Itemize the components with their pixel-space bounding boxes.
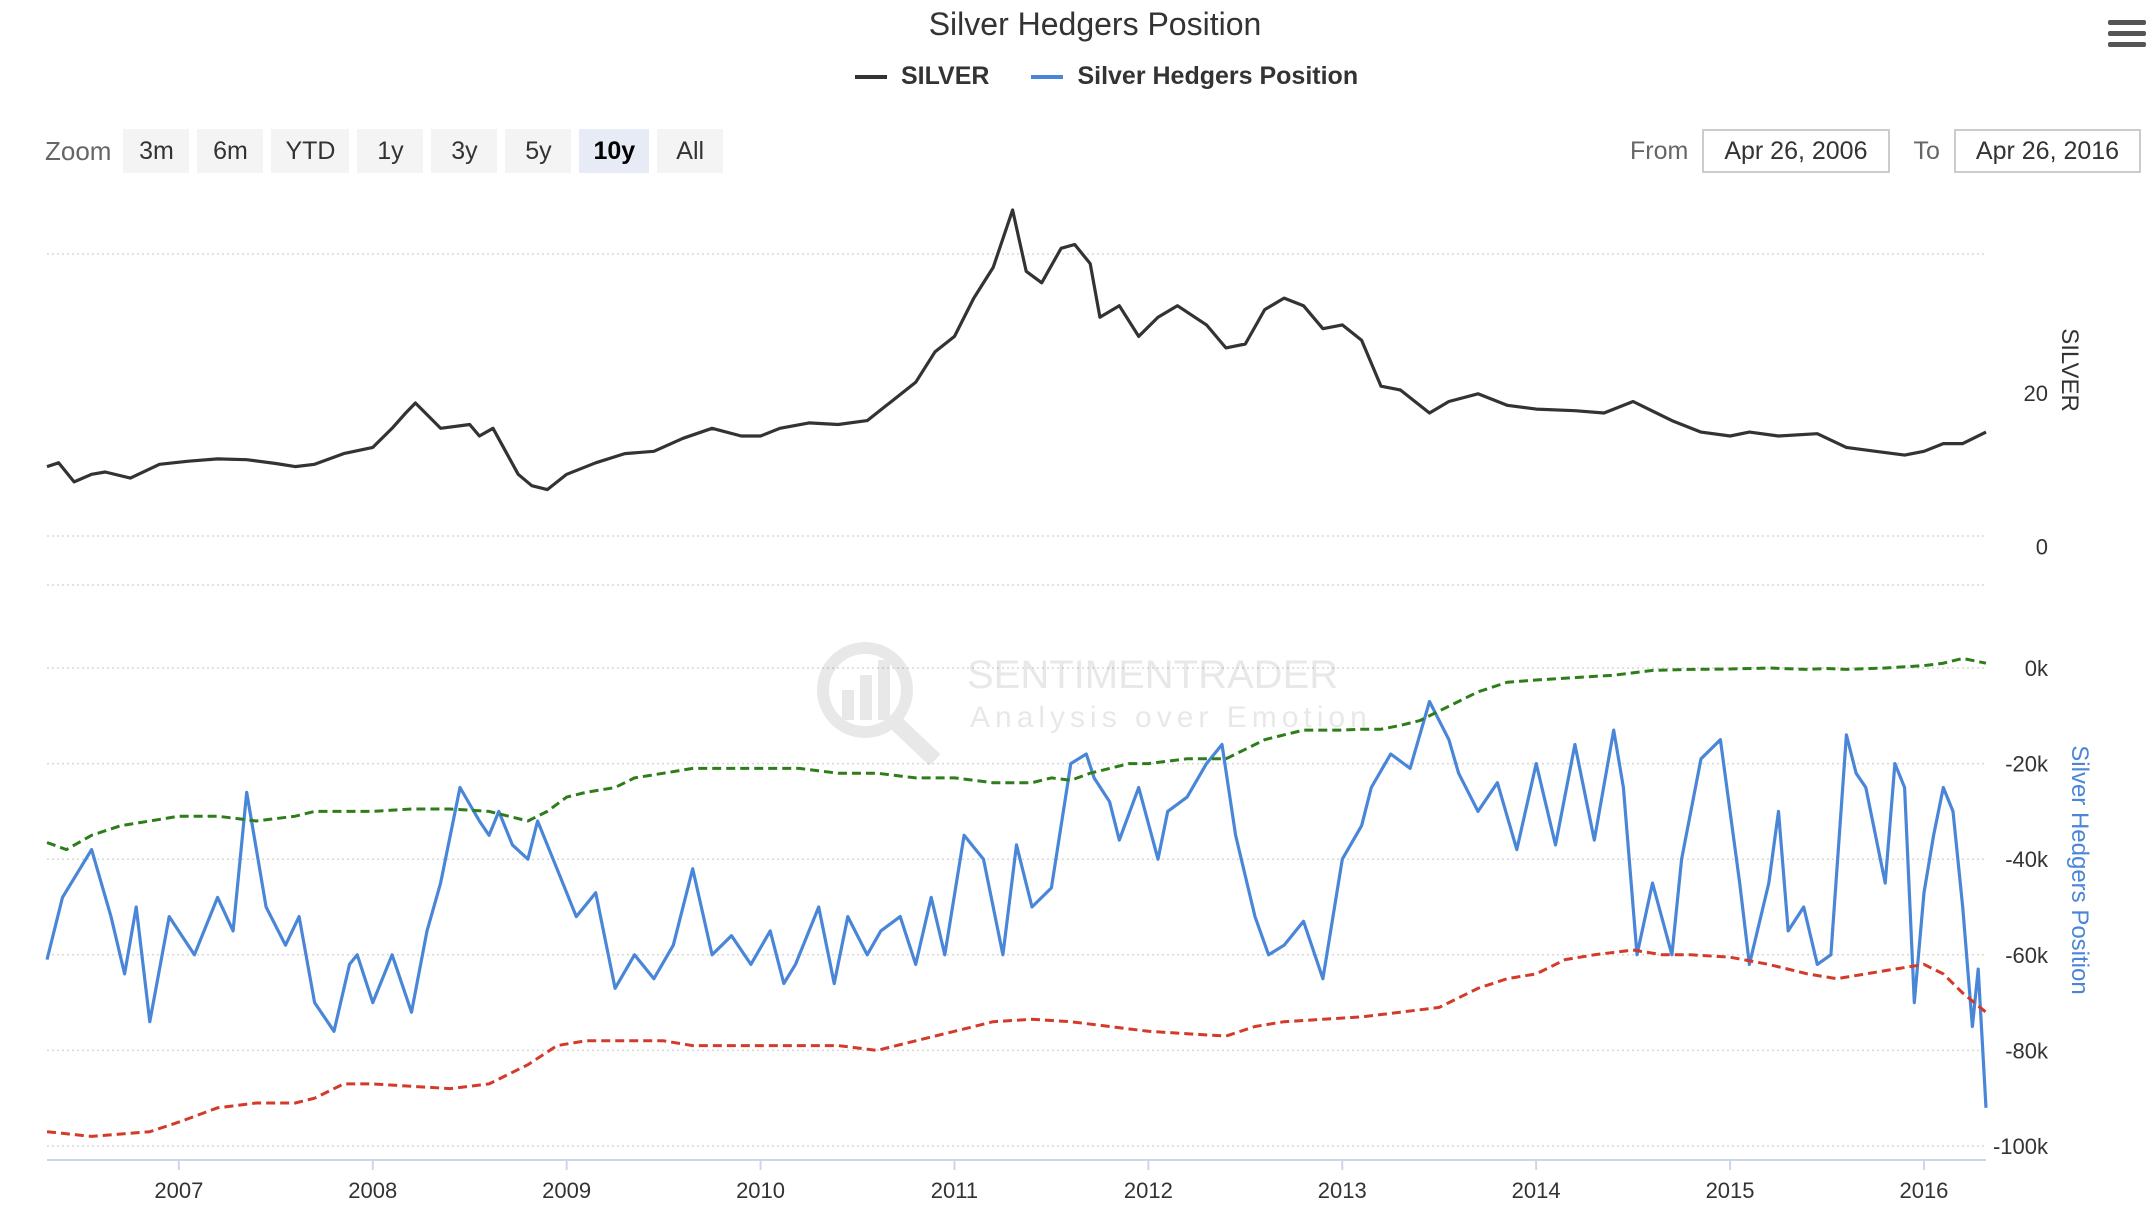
zoom-button-1y[interactable]: 1y <box>357 129 424 173</box>
watermark-bar <box>878 660 890 720</box>
zoom-button-3m[interactable]: 3m <box>123 129 190 173</box>
legend-swatch-silver <box>855 74 887 79</box>
legend-item-hedgers[interactable]: Silver Hedgers Position <box>1031 62 1358 91</box>
range-to-input[interactable]: Apr 26, 2016 <box>1953 129 2142 173</box>
date-range: From Apr 26, 2006 To Apr 26, 2016 <box>1630 129 2142 173</box>
x-axis-tick-label: 2009 <box>542 1178 591 1203</box>
chart-title: Silver Hedgers Position <box>928 6 1262 42</box>
zoom-button-10y[interactable]: 10y <box>579 129 650 173</box>
hamburger-menu-icon[interactable] <box>2108 20 2146 52</box>
legend-swatch-hedgers <box>1031 74 1064 79</box>
hedgers-y-tick-label: 0k <box>2025 656 2049 681</box>
hedgers-y-tick-label: -100k <box>1993 1134 2049 1159</box>
upper-band-dashed-line <box>46 656 1987 852</box>
hedgers-y-tick-label: -40k <box>2005 847 2049 872</box>
range-from-input[interactable]: Apr 26, 2006 <box>1702 129 1890 173</box>
x-axis-tick-label: 2012 <box>1124 1178 1173 1203</box>
price-y-tick-label: 20 <box>2024 381 2048 406</box>
x-axis-tick-label: 2008 <box>348 1178 397 1203</box>
watermark-magnifier-handle <box>889 716 941 766</box>
x-axis-tick-label: 2010 <box>736 1178 785 1203</box>
x-axis-tick-label: 2013 <box>1318 1178 1367 1203</box>
zoom-button-6m[interactable]: 6m <box>197 129 264 173</box>
legend-item-silver[interactable]: SILVER <box>855 62 989 91</box>
x-axis-tick-label: 2011 <box>931 1178 978 1203</box>
hedgers-y-tick-label: -80k <box>2005 1038 2049 1063</box>
legend-label-silver: SILVER <box>901 62 990 90</box>
lower-band-dashed-line <box>46 948 1987 1138</box>
watermark-bar <box>860 675 872 720</box>
hedgers-y-tick-label: -60k <box>2005 943 2049 968</box>
x-axis-tick-label: 2014 <box>1512 1178 1561 1203</box>
zoom-button-ytd[interactable]: YTD <box>271 129 350 173</box>
range-from-label: From <box>1630 136 1689 165</box>
x-axis-tick-label: 2016 <box>1899 1178 1948 1203</box>
watermark-brand: SENTIMENTRADER <box>967 653 1338 697</box>
zoom-button-3y[interactable]: 3y <box>431 129 498 173</box>
watermark-magnifier-icon <box>817 642 913 738</box>
price-y-axis-label: SILVER <box>2056 328 2083 412</box>
price-y-tick-label: 0 <box>2036 534 2048 559</box>
zoom-label: Zoom <box>45 135 112 166</box>
hedgers-y-axis-label: Silver Hedgers Position <box>2066 745 2093 994</box>
hedgers-position-line <box>45 699 1988 1108</box>
x-axis-tick-label: 2007 <box>154 1178 203 1203</box>
silver-price-line <box>46 208 1987 492</box>
zoom-button-5y[interactable]: 5y <box>505 129 572 173</box>
zoom-bar: Zoom 3m 6m YTD 1y 3y 5y 10y All <box>45 129 731 173</box>
hedgers-y-tick-label: -20k <box>2005 752 2049 777</box>
watermark-bar <box>842 690 854 720</box>
watermark-logo: SENTIMENTRADER Analysis over Emotion <box>817 642 1372 766</box>
legend-label-hedgers: Silver Hedgers Position <box>1077 62 1359 90</box>
x-axis-tick-label: 2015 <box>1706 1178 1755 1203</box>
zoom-button-all[interactable]: All <box>657 129 724 173</box>
legend: SILVER Silver Hedgers Position <box>855 62 1358 91</box>
watermark-tagline: Analysis over Emotion <box>970 701 1372 734</box>
range-to-label: To <box>1913 136 1940 165</box>
